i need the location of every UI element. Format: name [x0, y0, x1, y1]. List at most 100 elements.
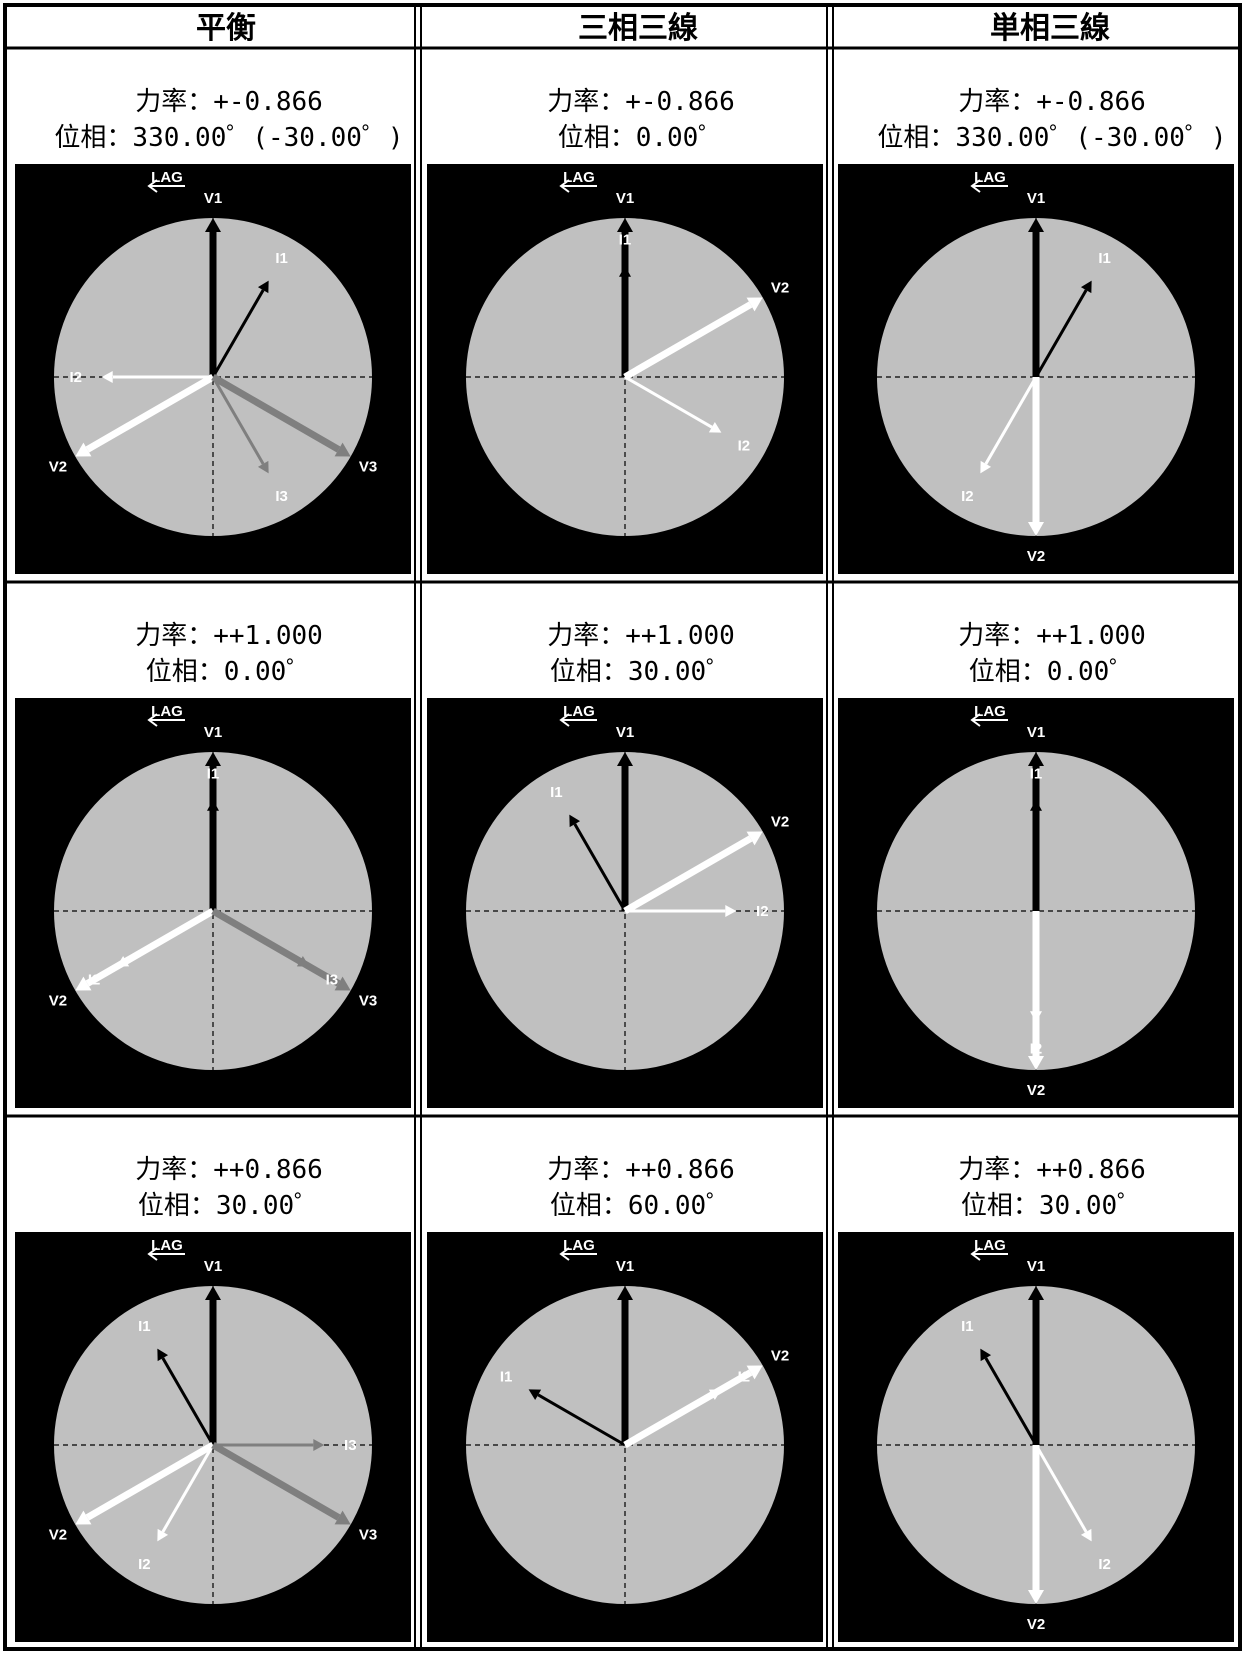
vector-i1-label: I1	[1098, 250, 1111, 267]
vector-v2-label: V2	[49, 459, 67, 476]
lag-arrow-head	[147, 713, 158, 727]
power-factor-text: 力率：+-0.866	[958, 87, 1146, 117]
vector-i2-arrow	[1080, 1528, 1092, 1542]
power-factor-text: 力率：+-0.866	[547, 87, 735, 117]
vector-v3-label: V3	[359, 993, 377, 1010]
vector-v3-label: V3	[359, 1527, 377, 1544]
vector-v3-shaft	[211, 907, 341, 987]
header-three-phase-three-wire: 三相三線	[578, 11, 698, 46]
vector-i2-label: I2	[738, 1368, 751, 1385]
phase-text: 位相：60.00゜	[550, 1191, 732, 1221]
vector-v2-arrow	[746, 297, 763, 312]
vector-i1-arrow	[980, 1348, 992, 1362]
vector-i2-label: I2	[1098, 1556, 1111, 1573]
lag-label: LAG	[563, 703, 595, 720]
phase-text: 位相：330.00゜(-30.00゜)	[54, 123, 403, 153]
vector-i2-label: I2	[756, 903, 769, 920]
vector-v2-label: V2	[1027, 1082, 1045, 1099]
vector-i1-label: I1	[207, 766, 220, 783]
vector-v1-arrow	[617, 218, 633, 232]
lag-label: LAG	[563, 1237, 595, 1254]
lag-arrow-head	[970, 713, 981, 727]
vector-i2-shaft	[984, 376, 1038, 465]
vector-i2-label: I2	[88, 972, 101, 989]
vector-i1-shaft	[573, 823, 627, 912]
vector-i3-arrow	[257, 460, 269, 474]
vector-i1-label: I1	[550, 784, 563, 801]
vector-v1-label: V1	[616, 724, 634, 741]
vector-v2-arrow	[75, 442, 92, 457]
vector-v3-arrow	[334, 1510, 351, 1525]
vector-panel: 力率：++1.000 位相：0.00゜ LAG V1 I1 V2 I2 V3 I3	[15, 621, 411, 1108]
vector-v2-arrow	[75, 976, 92, 991]
power-factor-text: 力率：++0.866	[958, 1155, 1146, 1185]
power-factor-text: 力率：++0.866	[547, 1155, 735, 1185]
lag-label: LAG	[563, 169, 595, 186]
vector-panel: 力率：++1.000 位相：0.00゜ LAG V1 I1 V2 I2	[838, 621, 1234, 1108]
vector-i2-shaft	[1034, 1444, 1088, 1533]
vector-v2-shaft	[623, 301, 753, 381]
vector-i3-arrow	[313, 1439, 325, 1451]
vector-v2-label: V2	[771, 1348, 789, 1365]
vector-v1-arrow	[205, 1286, 221, 1300]
lag-arrow-head	[559, 1247, 570, 1261]
vector-i1-label: I1	[1030, 766, 1043, 783]
header-balanced: 平衡	[196, 11, 256, 46]
vector-panel: 力率：++0.866 位相：60.00゜ LAG V1 I1 V2 I2	[427, 1155, 823, 1642]
vector-v1-label: V1	[204, 190, 222, 207]
vector-v2-label: V2	[1027, 548, 1045, 565]
vector-v2-label: V2	[1027, 1616, 1045, 1633]
vector-v3-label: V3	[359, 459, 377, 476]
phase-text: 位相：0.00゜	[969, 657, 1136, 687]
vector-i1-shaft	[161, 1357, 215, 1446]
vector-panel: 力率：+-0.866 位相：330.00゜(-30.00゜) LAG V1 I1 V2 I2	[838, 87, 1234, 574]
phase-text: 位相：330.00゜(-30.00゜)	[877, 123, 1226, 153]
vector-i1-label: I1	[275, 250, 288, 267]
vector-i1-label: I1	[619, 232, 632, 249]
lag-label: LAG	[151, 169, 183, 186]
power-factor-text: 力率：+-0.866	[135, 87, 323, 117]
phase-text: 位相：0.00゜	[558, 123, 725, 153]
vector-i1-shaft	[211, 289, 265, 378]
vector-v2-arrow	[746, 831, 763, 846]
vector-i1-shaft	[984, 1357, 1038, 1446]
lag-arrow-head	[147, 1247, 158, 1261]
vector-i1-arrow	[257, 280, 269, 294]
vector-i1-label: I1	[138, 1318, 151, 1335]
vector-panel: 力率：++1.000 位相：30.00゜ LAG V1 I1 V2 I2	[427, 621, 823, 1108]
phase-text: 位相：30.00゜	[550, 657, 732, 687]
vector-v3-shaft	[211, 1441, 341, 1521]
vector-v1-label: V1	[1027, 724, 1045, 741]
power-factor-text: 力率：++0.866	[135, 1155, 323, 1185]
vector-i3-label: I3	[275, 488, 288, 505]
vector-v1-label: V1	[1027, 1258, 1045, 1275]
vector-v1-arrow	[205, 752, 221, 766]
lag-arrow-head	[559, 179, 570, 193]
vector-v2-shaft	[623, 1369, 753, 1449]
vector-i1-shaft	[1034, 289, 1088, 378]
vector-panel: 力率：+-0.866 位相：0.00゜ LAG V1 I1 V2 I2	[427, 87, 823, 574]
vector-i2-arrow	[708, 421, 722, 433]
vector-v1-arrow	[1028, 1286, 1044, 1300]
table-borders	[3, 3, 1242, 1651]
vector-i3-shaft	[211, 376, 265, 465]
vector-i2-arrow	[980, 460, 992, 474]
vector-v2-arrow	[1028, 1056, 1044, 1070]
vector-v1-label: V1	[204, 1258, 222, 1275]
phase-text: 位相：30.00゜	[961, 1191, 1143, 1221]
vector-i2-label: I2	[738, 438, 751, 455]
vector-panel: 力率：+-0.866 位相：330.00゜(-30.00゜) LAG V1 I1 V2 I2…	[15, 87, 411, 574]
vector-v1-arrow	[205, 218, 221, 232]
vector-i2-label: I2	[961, 488, 974, 505]
vector-i2-arrow	[157, 1528, 169, 1542]
header-single-phase-three-wire: 単相三線	[990, 11, 1110, 46]
vector-i1-arrow	[569, 814, 581, 828]
phase-text: 位相：30.00゜	[138, 1191, 320, 1221]
vector-v2-label: V2	[49, 1527, 67, 1544]
vector-i1-label: I1	[500, 1368, 513, 1385]
vector-v1-label: V1	[616, 190, 634, 207]
vector-v2-label: V2	[771, 814, 789, 831]
vector-v1-arrow	[617, 752, 633, 766]
lag-label: LAG	[151, 1237, 183, 1254]
